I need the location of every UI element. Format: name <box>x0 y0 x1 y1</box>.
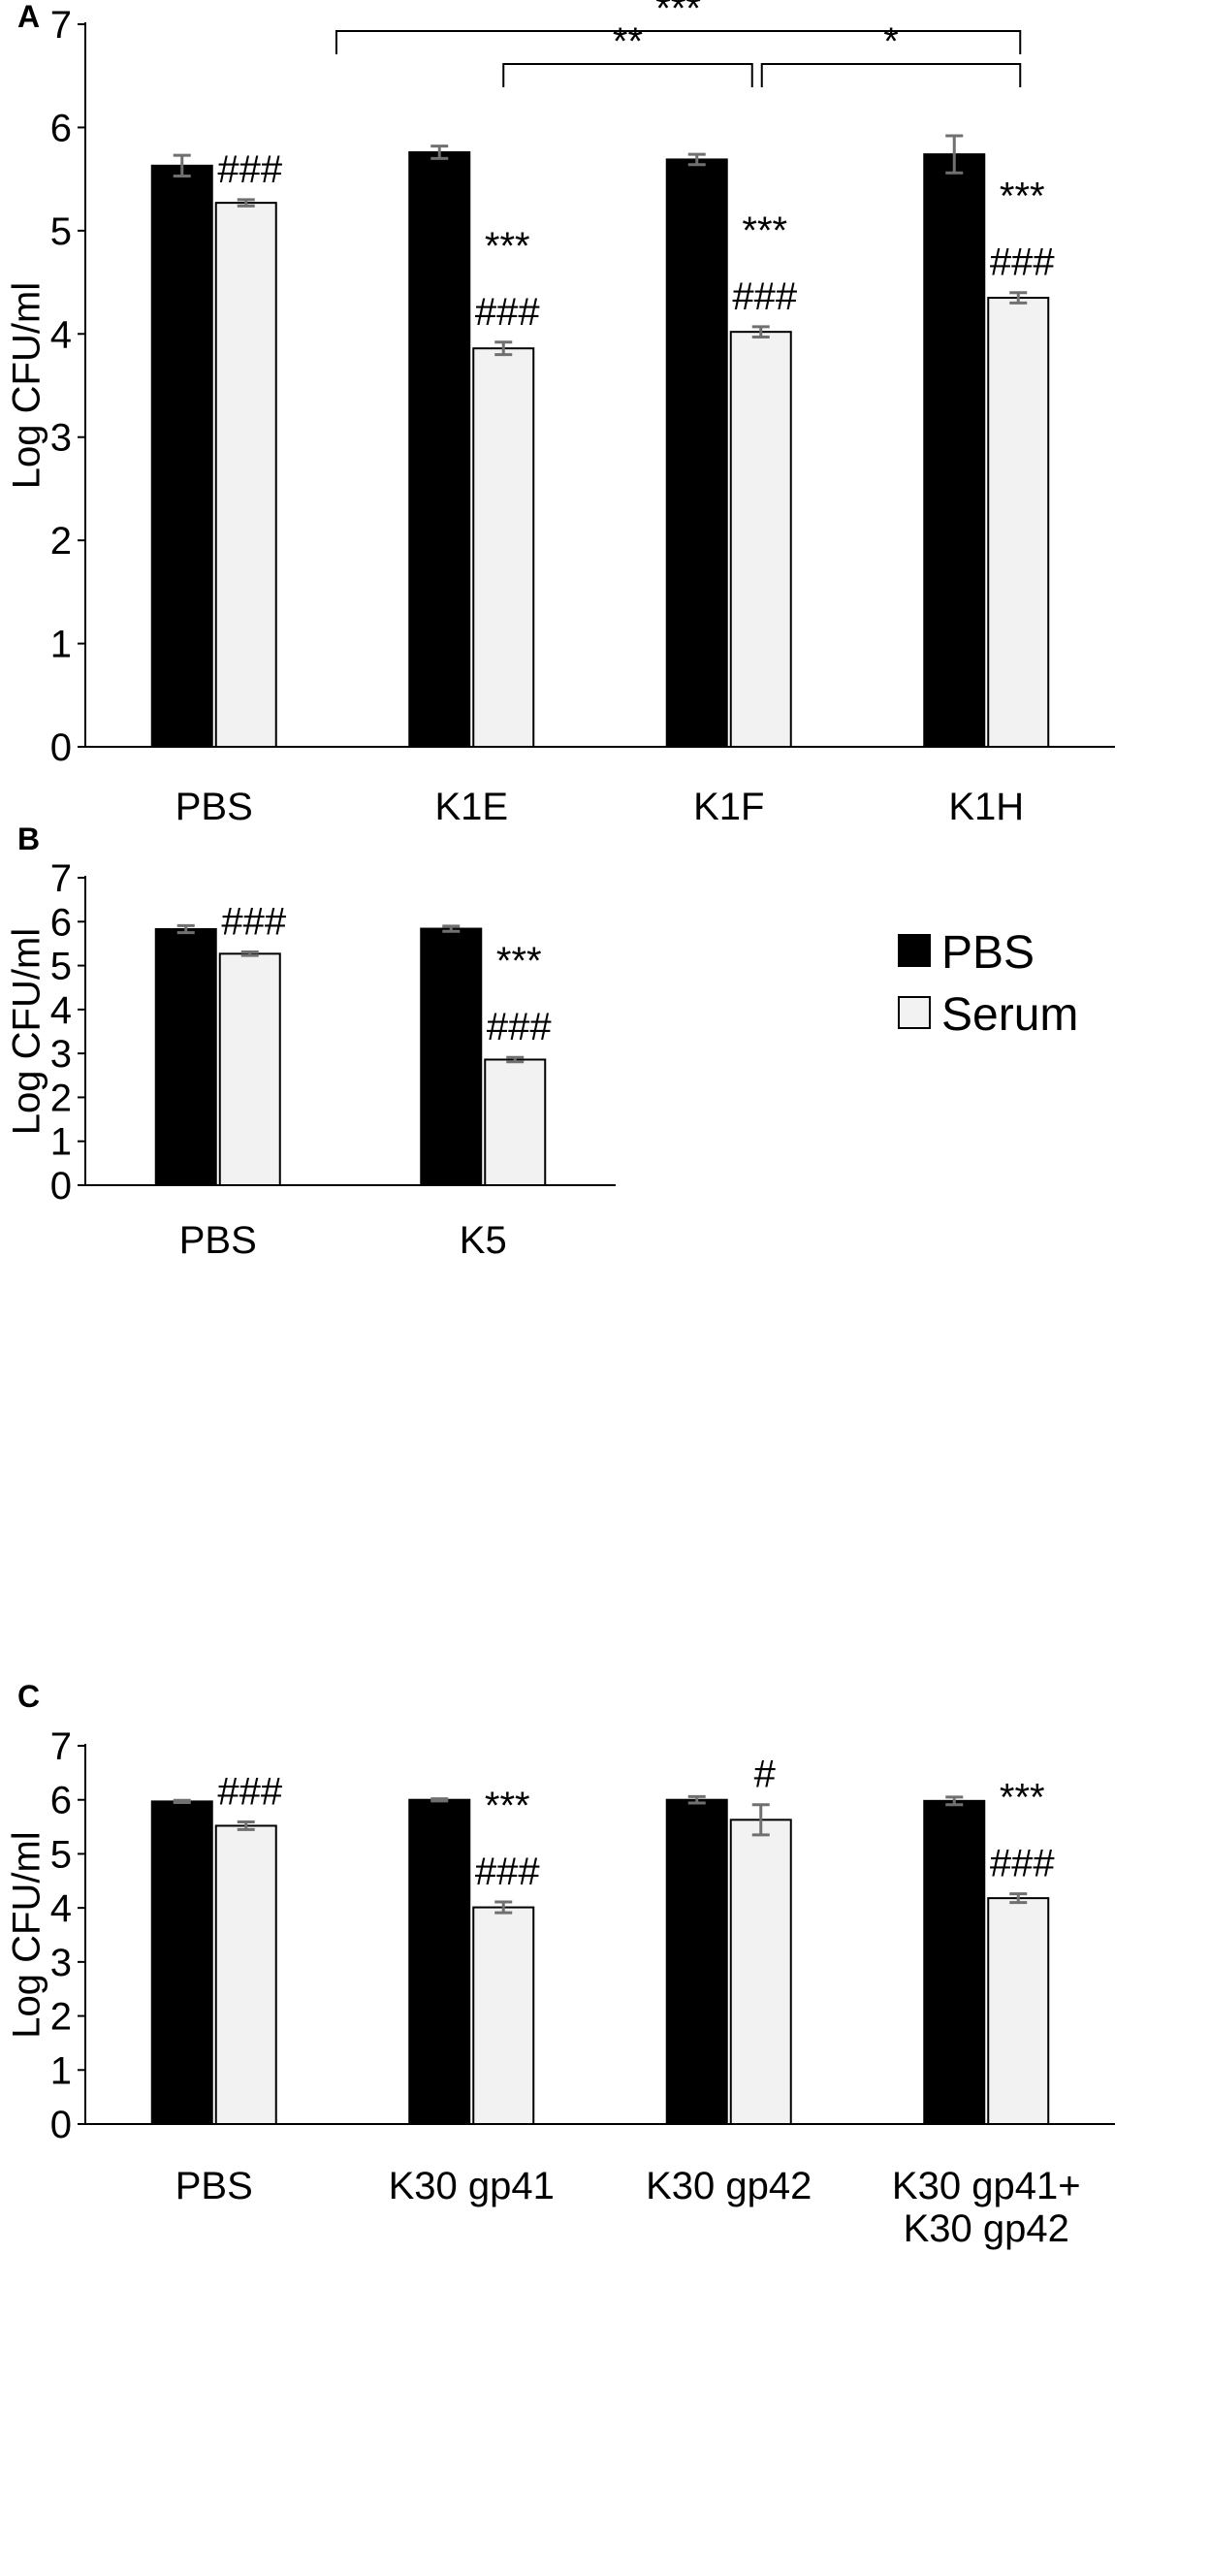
y-tick-label: 6 <box>50 1780 72 1822</box>
bar-serum <box>472 1906 535 2125</box>
significance-marker: ### <box>217 1771 282 1814</box>
significance-marker: ### <box>475 1851 540 1893</box>
y-axis-label: Log CFU/ml <box>6 1831 48 2038</box>
legend-swatch <box>898 996 931 1029</box>
category-label: PBS <box>175 786 253 828</box>
bar-pbs <box>150 164 213 749</box>
y-tick-label: 4 <box>50 1887 72 1930</box>
category-label: K1F <box>693 786 764 828</box>
significance-marker: *** <box>485 225 530 268</box>
y-tick-label: 1 <box>50 1121 72 1164</box>
bar-serum <box>729 1819 792 2126</box>
y-tick-label: 0 <box>50 2104 72 2146</box>
bar-serum <box>218 952 281 1187</box>
y-tick-label: 6 <box>50 901 72 944</box>
significance-marker: ### <box>990 1843 1055 1885</box>
y-tick-label: 3 <box>50 1033 72 1076</box>
category-label: K30 gp42 <box>904 2207 1069 2250</box>
panel-letter: A <box>17 0 40 34</box>
bar-serum <box>472 347 535 748</box>
category-label: K30 gp42 <box>646 2165 812 2207</box>
y-tick-label: 0 <box>50 726 72 769</box>
significance-marker: ### <box>990 242 1055 284</box>
significance-marker: *** <box>742 209 787 252</box>
bar-serum <box>729 331 792 748</box>
panel-letter: B <box>17 821 40 856</box>
significance-marker: ### <box>221 901 286 944</box>
bar-serum <box>987 1897 1050 2125</box>
y-tick-label: 3 <box>50 417 72 460</box>
significance-marker: # <box>754 1754 777 1796</box>
significance-marker: *** <box>1000 1777 1045 1819</box>
comparison-bracket <box>502 63 753 87</box>
bar-pbs <box>665 158 728 748</box>
y-tick-label: 6 <box>50 107 72 149</box>
bar-pbs <box>420 927 483 1186</box>
bar-serum <box>987 297 1050 748</box>
y-tick-label: 5 <box>50 210 72 253</box>
legend-label: PBS <box>941 927 1035 979</box>
comparison-label: ** <box>613 20 643 63</box>
y-tick-label: 4 <box>50 989 72 1032</box>
bar-pbs <box>665 1798 728 2125</box>
category-label: PBS <box>175 2165 253 2207</box>
significance-marker: ### <box>475 291 540 334</box>
y-tick-label: 0 <box>50 1165 72 1208</box>
panel-letter: C <box>17 1679 40 1714</box>
bar-pbs <box>923 1799 986 2126</box>
y-tick-label: 3 <box>50 1942 72 1984</box>
y-tick-label: 7 <box>50 1725 72 1768</box>
y-tick-label: 2 <box>50 520 72 563</box>
bar-pbs <box>154 927 217 1187</box>
y-axis-label: Log CFU/ml <box>6 282 48 489</box>
y-tick-label: 1 <box>50 624 72 666</box>
comparison-label: * <box>883 20 899 63</box>
significance-marker: *** <box>496 940 542 982</box>
significance-marker: ### <box>732 275 797 318</box>
comparison-label: *** <box>655 0 701 30</box>
legend: PBS Serum <box>898 927 1078 1041</box>
y-tick-label: 2 <box>50 1996 72 2039</box>
bar-pbs <box>150 1800 213 2126</box>
significance-marker: *** <box>485 1785 530 1827</box>
y-tick-label: 4 <box>50 313 72 356</box>
bar-serum <box>484 1058 547 1187</box>
significance-marker: ### <box>487 1006 552 1048</box>
comparison-bracket <box>760 63 1022 87</box>
legend-label: Serum <box>941 989 1078 1041</box>
category-label: K1E <box>434 786 508 828</box>
y-tick-label: 5 <box>50 946 72 988</box>
bar-pbs <box>408 1798 471 2125</box>
category-label: PBS <box>179 1219 257 1262</box>
category-label: K1H <box>948 786 1024 828</box>
y-tick-label: 5 <box>50 1833 72 1876</box>
bar-serum <box>214 202 277 749</box>
bar-pbs <box>923 153 986 749</box>
y-tick-label: 1 <box>50 2049 72 2092</box>
bar-pbs <box>408 150 471 748</box>
significance-marker: ### <box>217 148 282 191</box>
comparison-bracket <box>335 30 1022 54</box>
significance-marker: *** <box>1000 176 1045 218</box>
category-label: K5 <box>460 1219 507 1262</box>
legend-swatch <box>898 934 931 967</box>
category-label: K30 gp41 <box>389 2165 555 2207</box>
y-axis-label: Log CFU/ml <box>6 928 48 1135</box>
y-tick-label: 7 <box>50 4 72 47</box>
category-label: K30 gp41+ <box>892 2165 1081 2207</box>
y-tick-label: 7 <box>50 857 72 900</box>
bar-serum <box>214 1824 277 2125</box>
y-tick-label: 2 <box>50 1077 72 1119</box>
